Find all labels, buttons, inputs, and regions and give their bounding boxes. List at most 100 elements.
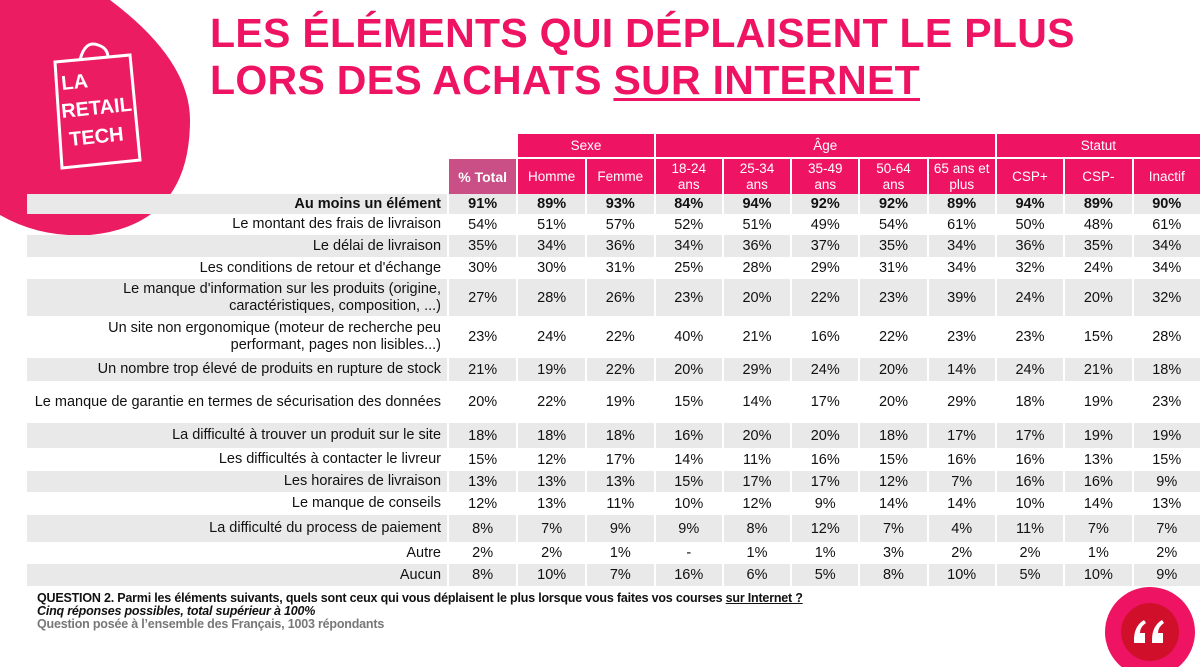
cell: 7% [928, 471, 995, 492]
cell: 35% [449, 235, 517, 257]
table-row: Le montant des frais de livraison 54% 51% 5… [27, 214, 1200, 235]
cell: 50% [1015, 216, 1045, 233]
cell: 7% [860, 515, 927, 542]
cell: 3% [882, 545, 904, 561]
table-row: La difficulté à trouver un produit sur l… [27, 423, 1200, 448]
cell: 13% [1152, 495, 1182, 512]
cell: 8% [860, 564, 927, 586]
cell: 14% [928, 358, 995, 381]
cell: 51% [742, 216, 772, 233]
cell: 28% [518, 279, 585, 316]
cell: 21% [1065, 358, 1132, 381]
cell: 11% [996, 515, 1064, 542]
quote-icon [1105, 587, 1195, 667]
cell: 20% [723, 279, 791, 316]
cell: 23% [947, 329, 977, 345]
cell: 7% [1065, 515, 1132, 542]
cell: 26% [586, 279, 654, 316]
cell: 34% [1133, 235, 1200, 257]
cell: 91% [449, 194, 517, 214]
footer: QUESTION 2. Parmi les éléments suivants,… [37, 592, 803, 631]
cell: 10% [1015, 495, 1045, 512]
cell: 89% [928, 194, 995, 214]
question: QUESTION 2. Parmi les éléments suivants,… [37, 592, 803, 605]
cell: 8% [723, 515, 791, 542]
cell: 17% [928, 423, 995, 448]
cell: 24% [1083, 260, 1113, 276]
cell: 36% [586, 235, 654, 257]
cell: 93% [586, 194, 654, 214]
title-line: LORS DES ACHATS [210, 57, 614, 103]
table-row: Aucun 8% 10% 7% 16% 6% 5% 8% 10% 5% 10% 9% [27, 564, 1200, 586]
cell: 8% [449, 515, 517, 542]
cell: 92% [792, 194, 859, 214]
cell: 19% [1133, 423, 1200, 448]
title: LES ÉLÉMENTS QUI DÉPLAISENT LE PLUS LORS … [210, 10, 1075, 104]
cell: 9% [586, 515, 654, 542]
row-label: Le délai de livraison [27, 235, 448, 257]
cell: 15% [1152, 451, 1182, 468]
cell: 2% [541, 545, 563, 561]
table-row: Un nombre trop élevé de produits en rupt… [27, 358, 1200, 381]
column-header: 50-64 ans [860, 157, 927, 194]
cell: 48% [1083, 216, 1113, 233]
cell: 18% [449, 423, 517, 448]
cell: 34% [655, 235, 722, 257]
cell: 61% [1152, 216, 1182, 233]
cell: 49% [810, 216, 840, 233]
cell: 16% [810, 451, 840, 468]
cell: 15% [655, 471, 722, 492]
column-header: 18-24 ans [655, 157, 722, 194]
cell: 31% [605, 260, 635, 276]
cell: 9% [1133, 564, 1200, 586]
note: Cinq réponses possibles, total supérieur… [37, 604, 316, 618]
cell: 1% [746, 545, 768, 561]
table-row: Autre 2% 2% 1% - 1% 1% 3% 2% 2% 1% 2% [27, 542, 1200, 564]
cell: 9% [1133, 471, 1200, 492]
cell: 29% [947, 394, 977, 410]
cell: 22% [586, 358, 654, 381]
cell: 13% [1083, 451, 1113, 468]
cell: 29% [723, 358, 791, 381]
table-row: Le manque de garantie en termes de sécur… [27, 381, 1200, 423]
cell: 16% [1015, 451, 1045, 468]
cell: 20% [655, 358, 722, 381]
cell: 19% [1065, 423, 1132, 448]
cell: 19% [605, 394, 635, 410]
cell: 29% [810, 260, 840, 276]
cell: 23% [468, 329, 498, 345]
column-header: 25-34 ans [723, 157, 791, 194]
cell: 16% [947, 451, 977, 468]
column-header: % Total [449, 157, 517, 194]
cell: 20% [468, 394, 498, 410]
cell: 17% [605, 451, 635, 468]
cell: 89% [1065, 194, 1132, 214]
cell: 57% [605, 216, 635, 233]
cell: 14% [674, 451, 704, 468]
cell: 92% [860, 194, 927, 214]
sample: Question posée à l’ensemble des Français… [37, 617, 385, 631]
cell: 12% [468, 495, 498, 512]
cell: 16% [996, 471, 1064, 492]
column-header: 65 ans et plus [928, 157, 995, 194]
cell: 32% [1133, 279, 1200, 316]
cell: 24% [996, 358, 1064, 381]
blank-cell [449, 134, 516, 157]
table-row: Les conditions de retour et d'échange 30%… [27, 257, 1200, 279]
cell: 20% [792, 423, 859, 448]
row-label: Les horaires de livraison [27, 471, 448, 492]
cell: 12% [860, 471, 927, 492]
cell: 52% [674, 216, 704, 233]
row-label: Un nombre trop élevé de produits en rupt… [27, 358, 448, 381]
cell: 7% [1133, 515, 1200, 542]
cell: 94% [996, 194, 1064, 214]
blank-cell [27, 134, 447, 157]
cell: 35% [860, 235, 927, 257]
cell: 18% [860, 423, 927, 448]
cell: 13% [586, 471, 654, 492]
title-line: LES ÉLÉMENTS QUI DÉPLAISENT LE PLUS [210, 10, 1075, 56]
cell: 22% [792, 279, 859, 316]
row-label: Les difficultés à contacter le livreur [218, 451, 442, 467]
cell: 18% [518, 423, 585, 448]
column-header: 35-49 ans [792, 157, 859, 194]
